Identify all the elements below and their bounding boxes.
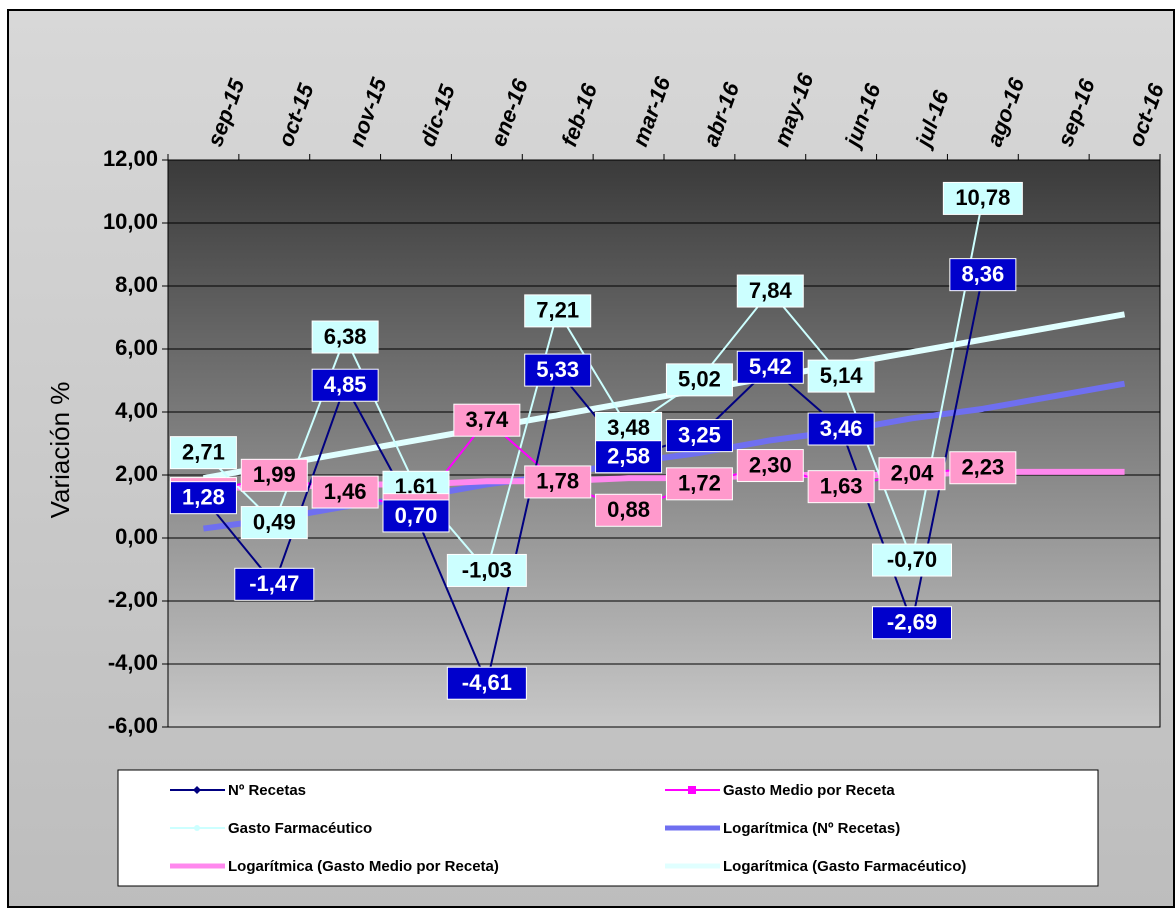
data-label-box <box>736 274 804 308</box>
data-label-box <box>949 258 1017 292</box>
data-label-box <box>595 493 663 527</box>
data-label-box <box>736 449 804 483</box>
data-label: 7,84 <box>749 278 793 303</box>
data-label: -2,69 <box>887 610 937 635</box>
data-label-box <box>169 481 237 515</box>
y-tick-label: 6,00 <box>115 335 158 360</box>
data-label: 3,48 <box>607 415 650 440</box>
data-label-box <box>234 567 315 601</box>
data-label-box <box>807 470 875 504</box>
data-label: 3,74 <box>465 407 509 432</box>
data-label: -1,03 <box>462 557 512 582</box>
data-label: 1,63 <box>820 473 863 498</box>
y-axis-title: Variación % <box>45 382 75 519</box>
data-label-box <box>949 451 1017 485</box>
legend-label: Gasto Farmacéutico <box>228 820 372 837</box>
plot-area <box>167 159 1161 728</box>
data-label-box <box>665 363 733 397</box>
data-label: 7,21 <box>536 298 579 323</box>
data-label-box <box>736 350 804 384</box>
data-label: 1,46 <box>324 479 367 504</box>
series-line <box>202 198 984 572</box>
trend-line <box>202 311 1126 482</box>
data-label: -4,61 <box>462 670 512 695</box>
data-label: 1,99 <box>253 462 296 487</box>
y-tick-label: 2,00 <box>115 461 158 486</box>
legend-marker <box>688 786 696 794</box>
data-label: 3,25 <box>678 422 721 447</box>
data-label-box <box>311 368 379 402</box>
legend-marker <box>194 825 200 831</box>
data-label: 2,30 <box>749 452 792 477</box>
data-label: 5,14 <box>820 363 864 388</box>
legend-label: Logarítmica (Nº Recetas) <box>723 820 900 837</box>
data-label: 3,46 <box>820 416 863 441</box>
data-label: 5,33 <box>536 357 579 382</box>
data-label-box <box>382 499 450 533</box>
data-label-box <box>169 436 237 470</box>
data-label: 0,70 <box>395 503 438 528</box>
data-label-box <box>311 475 379 509</box>
legend-label: Logarítmica (Gasto Medio por Receta) <box>228 858 499 875</box>
data-label: 0,49 <box>253 509 296 534</box>
data-label: 5,42 <box>749 354 792 379</box>
data-label: 2,71 <box>182 439 225 464</box>
data-label-box <box>595 440 663 474</box>
legend-label: Gasto Medio por Receta <box>723 782 895 799</box>
legend-marker <box>193 786 201 794</box>
data-label-box <box>240 458 308 492</box>
data-label-box <box>595 411 663 445</box>
data-label: 2,23 <box>961 455 1004 480</box>
series-line <box>202 274 984 685</box>
data-label-box <box>665 467 733 501</box>
data-label: 1,72 <box>678 471 721 496</box>
data-label-box <box>665 419 733 453</box>
data-label-box <box>878 457 946 491</box>
y-tick-label: -4,00 <box>108 650 158 675</box>
data-label: 5,02 <box>678 367 721 392</box>
data-label-box <box>942 181 1023 215</box>
legend-label: Nº Recetas <box>228 782 306 799</box>
data-label-box <box>446 553 527 587</box>
data-label-box <box>872 606 952 640</box>
data-label-box <box>524 294 592 328</box>
legend <box>117 769 1099 887</box>
data-label-box <box>807 412 875 446</box>
data-label: 8,36 <box>961 261 1004 286</box>
y-tick-label: 0,00 <box>115 524 158 549</box>
data-label: 2,04 <box>891 461 935 486</box>
data-label: 4,85 <box>324 372 367 397</box>
data-label: -1,47 <box>249 571 299 596</box>
data-label: 1,78 <box>536 469 579 494</box>
data-label-box <box>807 359 875 393</box>
y-tick-label: 4,00 <box>115 398 158 423</box>
data-label: -0,70 <box>887 547 937 572</box>
y-tick-label: 12,00 <box>103 146 158 171</box>
data-label-box <box>524 465 592 499</box>
y-tick-label: -2,00 <box>108 587 158 612</box>
y-tick-label: 10,00 <box>103 209 158 234</box>
data-label-box <box>453 403 521 437</box>
legend-label: Logarítmica (Gasto Farmacéutico) <box>723 858 966 875</box>
data-label: 1,28 <box>182 484 225 509</box>
data-label: 6,38 <box>324 324 367 349</box>
data-label-box <box>311 320 379 354</box>
data-label-box <box>524 353 592 387</box>
data-label: 10,78 <box>955 185 1010 210</box>
y-tick-label: -6,00 <box>108 713 158 738</box>
data-label: 2,58 <box>607 444 650 469</box>
data-label: 0,88 <box>607 497 650 522</box>
data-label-box <box>872 543 952 577</box>
y-tick-label: 8,00 <box>115 272 158 297</box>
data-label-box <box>240 506 308 540</box>
data-label-box <box>446 666 527 700</box>
